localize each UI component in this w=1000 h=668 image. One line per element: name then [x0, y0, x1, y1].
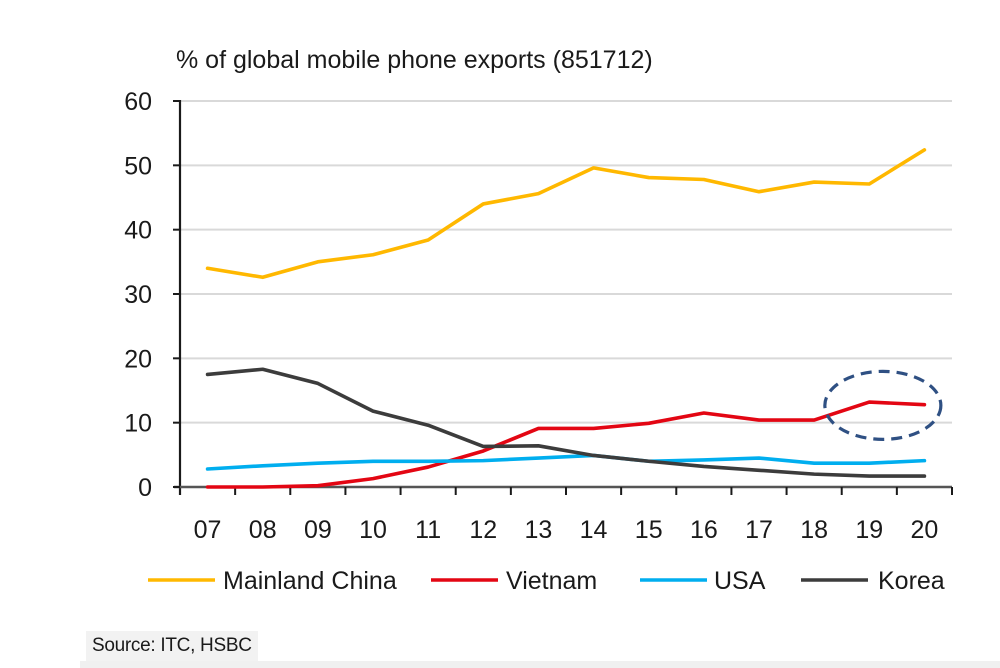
line-mainland-china	[205, 148, 927, 280]
series-vietnam	[205, 400, 927, 489]
legend-item-mainland-china: Mainland China	[148, 567, 397, 595]
y-tick-label-0: 0	[138, 474, 152, 502]
highlight-ellipse	[823, 369, 943, 441]
x-tick-label-09: 09	[304, 516, 332, 544]
line-usa	[205, 453, 927, 471]
legend-label-usa: USA	[714, 567, 766, 595]
x-tick-label-18: 18	[800, 516, 828, 544]
y-tick-label-50: 50	[124, 152, 152, 180]
gridlines	[180, 100, 952, 424]
bottom-divider	[80, 661, 1000, 668]
legend-label-mainland-china: Mainland China	[223, 567, 397, 595]
source-note: Source: ITC, HSBC	[92, 635, 252, 656]
y-tick-label-20: 20	[124, 345, 152, 373]
legend-item-vietnam: Vietnam	[431, 567, 597, 595]
x-tick-label-16: 16	[690, 516, 718, 544]
series-mainland-china	[205, 148, 927, 280]
annotations	[823, 369, 943, 441]
y-tick-label-40: 40	[124, 217, 152, 245]
x-tick-label-15: 15	[635, 516, 663, 544]
line-vietnam	[205, 400, 927, 489]
x-axis-ticks: 07 08 09 10 11 12 13 14 15 16 17 18 19 20	[194, 487, 953, 544]
legend-item-korea: Korea	[801, 567, 945, 595]
legend-label-vietnam: Vietnam	[506, 567, 597, 595]
chart-title: % of global mobile phone exports (851712…	[176, 46, 653, 74]
x-tick-label-20: 20	[911, 516, 939, 544]
x-tick-label-14: 14	[580, 516, 608, 544]
x-tick-label-19: 19	[855, 516, 883, 544]
x-tick-label-08: 08	[249, 516, 277, 544]
legend-label-korea: Korea	[878, 567, 945, 595]
x-tick-label-07: 07	[194, 516, 222, 544]
series-korea	[205, 367, 927, 478]
x-tick-label-12: 12	[469, 516, 497, 544]
source-box: Source: ITC, HSBC	[86, 631, 258, 661]
x-tick-label-13: 13	[525, 516, 553, 544]
axes	[174, 100, 952, 495]
x-tick-label-17: 17	[745, 516, 773, 544]
x-tick-label-11: 11	[415, 516, 441, 544]
line-korea	[205, 367, 927, 478]
y-tick-label-10: 10	[124, 410, 152, 438]
y-tick-label-30: 30	[124, 281, 152, 309]
legend: Mainland China Vietnam USA Korea	[148, 567, 945, 595]
y-tick-label-60: 60	[124, 88, 152, 116]
x-tick-label-10: 10	[359, 516, 387, 544]
series-usa	[205, 453, 927, 471]
legend-item-usa: USA	[640, 567, 766, 595]
series-lines	[205, 148, 927, 489]
y-axis-ticks: 0 10 20 30 40 50 60	[124, 88, 180, 502]
